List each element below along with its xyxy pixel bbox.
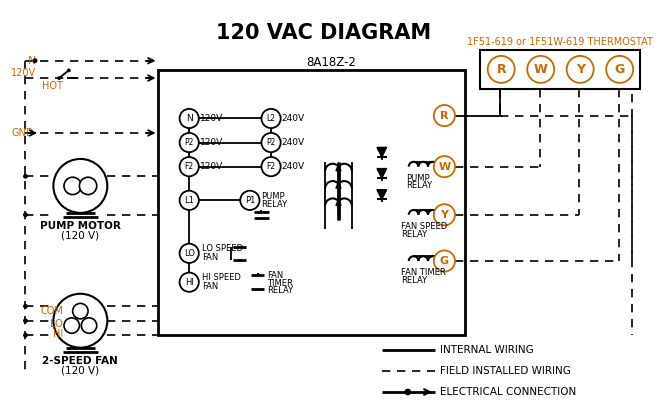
Circle shape xyxy=(67,68,71,72)
Text: 1F51-619 or 1F51W-619 THERMOSTAT: 1F51-619 or 1F51W-619 THERMOSTAT xyxy=(467,37,653,47)
Text: ELECTRICAL CONNECTION: ELECTRICAL CONNECTION xyxy=(440,387,576,397)
Text: INTERNAL WIRING: INTERNAL WIRING xyxy=(440,344,533,354)
Circle shape xyxy=(23,318,28,323)
Text: LO: LO xyxy=(184,249,195,258)
Text: R: R xyxy=(440,111,449,121)
Text: FAN: FAN xyxy=(202,253,218,262)
Circle shape xyxy=(527,56,554,83)
Text: RELAY: RELAY xyxy=(261,200,287,209)
Text: RELAY: RELAY xyxy=(406,181,432,190)
Text: (120 V): (120 V) xyxy=(61,231,99,241)
Text: FAN: FAN xyxy=(202,282,218,290)
Text: RELAY: RELAY xyxy=(401,230,427,238)
Circle shape xyxy=(81,318,96,333)
Circle shape xyxy=(180,191,199,210)
Text: G: G xyxy=(440,256,449,266)
Text: 120V: 120V xyxy=(200,162,223,171)
Text: HI: HI xyxy=(185,278,194,287)
Circle shape xyxy=(54,159,107,213)
Circle shape xyxy=(23,333,28,338)
Text: PUMP: PUMP xyxy=(261,192,285,201)
Text: 240V: 240V xyxy=(281,162,305,171)
Text: N: N xyxy=(28,56,37,66)
Text: PUMP: PUMP xyxy=(406,174,429,183)
Circle shape xyxy=(54,294,107,348)
Text: TIMER: TIMER xyxy=(267,279,293,288)
Text: P1: P1 xyxy=(245,196,255,205)
Circle shape xyxy=(23,174,28,178)
Circle shape xyxy=(23,304,28,309)
Text: 240V: 240V xyxy=(281,138,305,147)
Text: Y: Y xyxy=(440,210,448,220)
Text: RELAY: RELAY xyxy=(401,276,427,285)
Circle shape xyxy=(23,212,28,217)
Circle shape xyxy=(488,56,515,83)
Circle shape xyxy=(180,157,199,176)
Text: 120V: 120V xyxy=(11,68,36,78)
Text: P2: P2 xyxy=(267,138,276,147)
Circle shape xyxy=(241,191,259,210)
Circle shape xyxy=(567,56,594,83)
Circle shape xyxy=(405,389,411,396)
Circle shape xyxy=(433,204,455,225)
Text: FAN: FAN xyxy=(267,271,283,280)
Text: W: W xyxy=(438,162,450,172)
Text: R: R xyxy=(496,63,506,76)
Bar xyxy=(158,70,464,335)
Circle shape xyxy=(433,156,455,177)
Text: P2: P2 xyxy=(184,138,194,147)
Text: 120 VAC DIAGRAM: 120 VAC DIAGRAM xyxy=(216,23,431,43)
Circle shape xyxy=(72,303,88,319)
Text: LO: LO xyxy=(50,318,63,328)
Text: G: G xyxy=(614,63,625,76)
Bar xyxy=(480,50,640,89)
Text: FAN TIMER: FAN TIMER xyxy=(401,268,446,277)
Text: COM: COM xyxy=(40,306,63,316)
Text: 120V: 120V xyxy=(200,138,223,147)
Text: W: W xyxy=(534,63,547,76)
Circle shape xyxy=(261,133,281,152)
Text: F2: F2 xyxy=(267,162,275,171)
Circle shape xyxy=(433,251,455,272)
Circle shape xyxy=(433,105,455,126)
Circle shape xyxy=(261,109,281,128)
Circle shape xyxy=(64,177,81,194)
Text: HOT: HOT xyxy=(42,81,63,91)
Circle shape xyxy=(180,133,199,152)
Circle shape xyxy=(64,318,80,333)
Text: L1: L1 xyxy=(184,196,194,205)
Circle shape xyxy=(261,157,281,176)
Text: RELAY: RELAY xyxy=(267,286,293,295)
Circle shape xyxy=(180,273,199,292)
Text: GND: GND xyxy=(11,128,34,138)
Circle shape xyxy=(180,244,199,263)
Polygon shape xyxy=(377,147,387,157)
Circle shape xyxy=(606,56,633,83)
Text: 120V: 120V xyxy=(200,114,223,123)
Text: Y: Y xyxy=(576,63,585,76)
Polygon shape xyxy=(377,168,387,178)
Text: 2-SPEED FAN: 2-SPEED FAN xyxy=(42,356,118,366)
Text: FAN SPEED: FAN SPEED xyxy=(401,222,448,231)
Text: L2: L2 xyxy=(267,114,275,123)
Text: FIELD INSTALLED WIRING: FIELD INSTALLED WIRING xyxy=(440,366,570,376)
Polygon shape xyxy=(377,190,387,199)
Circle shape xyxy=(80,177,96,194)
Circle shape xyxy=(57,76,61,80)
Circle shape xyxy=(33,58,38,63)
Circle shape xyxy=(180,109,199,128)
Text: 8A18Z-2: 8A18Z-2 xyxy=(306,56,356,69)
Text: (120 V): (120 V) xyxy=(61,366,99,376)
Text: PUMP MOTOR: PUMP MOTOR xyxy=(40,221,121,231)
Text: HI SPEED: HI SPEED xyxy=(202,273,241,282)
Text: HI: HI xyxy=(53,329,63,339)
Text: N: N xyxy=(186,114,192,123)
Text: LO SPEED: LO SPEED xyxy=(202,244,243,253)
Text: 240V: 240V xyxy=(281,114,305,123)
Text: F2: F2 xyxy=(185,162,194,171)
